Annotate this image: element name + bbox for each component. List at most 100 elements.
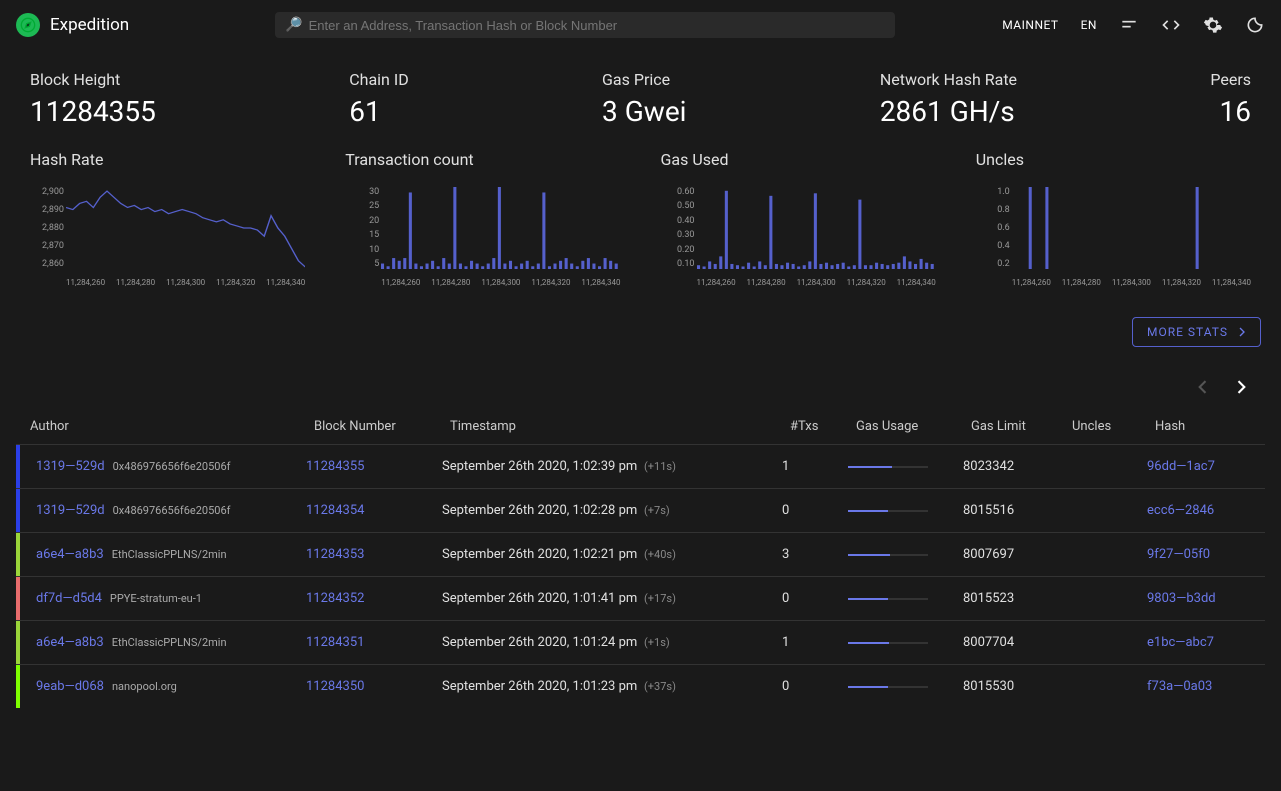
txs-count: 0 xyxy=(782,679,848,694)
author-alias: EthClassicPPLNS/2min xyxy=(112,636,227,649)
stat-value: 2861 GH/s xyxy=(880,95,1017,128)
timestamp-relative: (+40s) xyxy=(641,548,676,561)
table-row: 9eab—d068 nanopool.org 11284350 September 2… xyxy=(16,664,1265,708)
stat-value: 16 xyxy=(1210,95,1251,128)
timestamp: September 26th 2020, 1:01:41 pm xyxy=(442,591,637,606)
block-link[interactable]: 11284351 xyxy=(306,635,364,650)
hash-link[interactable]: 9803—b3dd xyxy=(1147,591,1216,606)
chart-canvas: 1.00.80.60.40.211,284,26011,284,28011,28… xyxy=(976,187,1251,287)
more-stats-button[interactable]: MORE STATS xyxy=(1132,317,1261,347)
txs-count: 3 xyxy=(782,547,848,562)
col-limit: Gas Limit xyxy=(971,419,1072,434)
author-alias: 0x486976656f6e20506f xyxy=(113,504,231,517)
app-title: Expedition xyxy=(50,15,129,35)
author-link[interactable]: df7d—d5d4 xyxy=(36,591,102,606)
gas-usage-bar xyxy=(848,598,928,600)
stat-label: Chain ID xyxy=(349,70,408,89)
search-box[interactable]: 🔎 xyxy=(275,12,895,38)
block-link[interactable]: 11284350 xyxy=(306,679,364,694)
table-row: 1319—529d0x486976656f6e20506f11284355Sep… xyxy=(16,444,1265,488)
row-stripe xyxy=(16,665,20,708)
chart-canvas: 3025201510511,284,26011,284,28011,284,30… xyxy=(345,187,620,287)
stat-label: Network Hash Rate xyxy=(880,70,1017,89)
table-row: 1319—529d 0x486976656f6e20506f 11284354 Sep… xyxy=(16,488,1265,532)
block-link[interactable]: 11284354 xyxy=(306,503,364,518)
author-link[interactable]: 9eab—d068 xyxy=(36,679,104,694)
table-row: df7d—d5d4PPYE-stratum-eu-111284352Septem… xyxy=(16,576,1265,620)
next-page-button[interactable] xyxy=(1231,377,1251,401)
timestamp: September 26th 2020, 1:01:23 pm xyxy=(442,679,637,694)
table-row: a6e4—a8b3 EthClassicPPLNS/2min 11284351 Sep… xyxy=(16,620,1265,664)
chart-canvas: 0.600.500.400.300.200.1011,284,26011,284… xyxy=(661,187,936,287)
col-txs: #Txs xyxy=(790,419,856,434)
txs-count: 0 xyxy=(782,591,848,606)
row-stripe xyxy=(16,577,20,620)
stat-value: 3 Gwei xyxy=(602,95,686,128)
stat-chain-id: Chain ID 61 xyxy=(349,70,408,128)
gas-limit: 8023342 xyxy=(963,459,1064,474)
chart-title: Transaction count xyxy=(345,150,620,169)
timestamp: September 26th 2020, 1:02:28 pm xyxy=(442,503,637,518)
col-timestamp: Timestamp xyxy=(450,419,790,434)
table-row: a6e4—a8b3 EthClassicPPLNS/2min 11284353 Sep… xyxy=(16,532,1265,576)
gas-usage-bar xyxy=(848,642,928,644)
header-right: MAINNET EN xyxy=(1002,15,1265,35)
table-body: 1319—529d 0x486976656f6e20506f 11284355 Sep… xyxy=(16,444,1265,708)
chart-tx-count: Transaction count 3025201510511,284,2601… xyxy=(345,150,620,287)
menu-icon[interactable] xyxy=(1119,15,1139,35)
stat-value: 11284355 xyxy=(30,95,156,128)
author-link[interactable]: 1319—529d xyxy=(36,503,105,518)
hash-link[interactable]: 96dd—1ac7 xyxy=(1147,459,1215,474)
hash-link[interactable]: e1bc—abc7 xyxy=(1147,635,1214,650)
pager-row xyxy=(0,347,1281,409)
chevron-right-icon xyxy=(1231,377,1251,397)
block-link[interactable]: 11284352 xyxy=(306,591,364,606)
author-alias: EthClassicPPLNS/2min xyxy=(112,548,227,561)
block-link[interactable]: 11284353 xyxy=(306,547,364,562)
row-stripe xyxy=(16,621,20,664)
timestamp: September 26th 2020, 1:01:24 pm xyxy=(442,635,637,650)
hash-link[interactable]: 9f27—05f0 xyxy=(1147,547,1210,562)
txs-count: 1 xyxy=(782,459,848,474)
hash-link[interactable]: ecc6—2846 xyxy=(1147,503,1214,518)
author-link[interactable]: 1319—529d xyxy=(36,459,105,474)
chart-title: Uncles xyxy=(976,150,1251,169)
chart-uncles: Uncles 1.00.80.60.40.211,284,26011,284,2… xyxy=(976,150,1251,287)
dark-mode-icon[interactable] xyxy=(1245,15,1265,35)
gas-usage-bar xyxy=(848,510,928,512)
stat-label: Gas Price xyxy=(602,70,686,89)
more-stats-label: MORE STATS xyxy=(1147,325,1228,339)
chart-gas-used: Gas Used 0.600.500.400.300.200.1011,284,… xyxy=(661,150,936,287)
code-icon[interactable] xyxy=(1161,15,1181,35)
stat-label: Peers xyxy=(1210,70,1251,89)
timestamp: September 26th 2020, 1:02:39 pm xyxy=(442,459,637,474)
block-link[interactable]: 11284355 xyxy=(306,459,364,474)
author-link[interactable]: a6e4—a8b3 xyxy=(36,547,104,562)
chart-canvas: 2,9002,8902,8802,8702,86011,284,26011,28… xyxy=(30,187,305,287)
hash-link[interactable]: f73a—0a03 xyxy=(1147,679,1212,694)
chart-title: Gas Used xyxy=(661,150,936,169)
txs-count: 1 xyxy=(782,635,848,650)
compass-icon xyxy=(16,13,40,37)
gas-limit: 8007697 xyxy=(963,547,1064,562)
author-alias: nanopool.org xyxy=(112,680,177,693)
search-input[interactable] xyxy=(309,18,886,33)
row-stripe xyxy=(16,489,20,532)
author-link[interactable]: a6e4—a8b3 xyxy=(36,635,104,650)
stats-row: Block Height 11284355 Chain ID 61 Gas Pr… xyxy=(0,50,1281,140)
gear-icon[interactable] xyxy=(1203,15,1223,35)
network-selector[interactable]: MAINNET xyxy=(1002,18,1058,32)
logo[interactable]: Expedition xyxy=(16,13,129,37)
language-selector[interactable]: EN xyxy=(1081,18,1097,32)
chevron-right-icon xyxy=(1234,324,1250,340)
search-icon: 🔎 xyxy=(285,17,302,33)
gas-usage-bar xyxy=(848,554,928,556)
stat-value: 61 xyxy=(349,95,408,128)
stat-peers: Peers 16 xyxy=(1210,70,1251,128)
chart-title: Hash Rate xyxy=(30,150,305,169)
timestamp: September 26th 2020, 1:02:21 pm xyxy=(442,547,637,562)
col-uncles: Uncles xyxy=(1072,419,1155,434)
stat-block-height: Block Height 11284355 xyxy=(30,70,156,128)
gas-limit: 8015516 xyxy=(963,503,1064,518)
prev-page-button[interactable] xyxy=(1193,377,1213,401)
